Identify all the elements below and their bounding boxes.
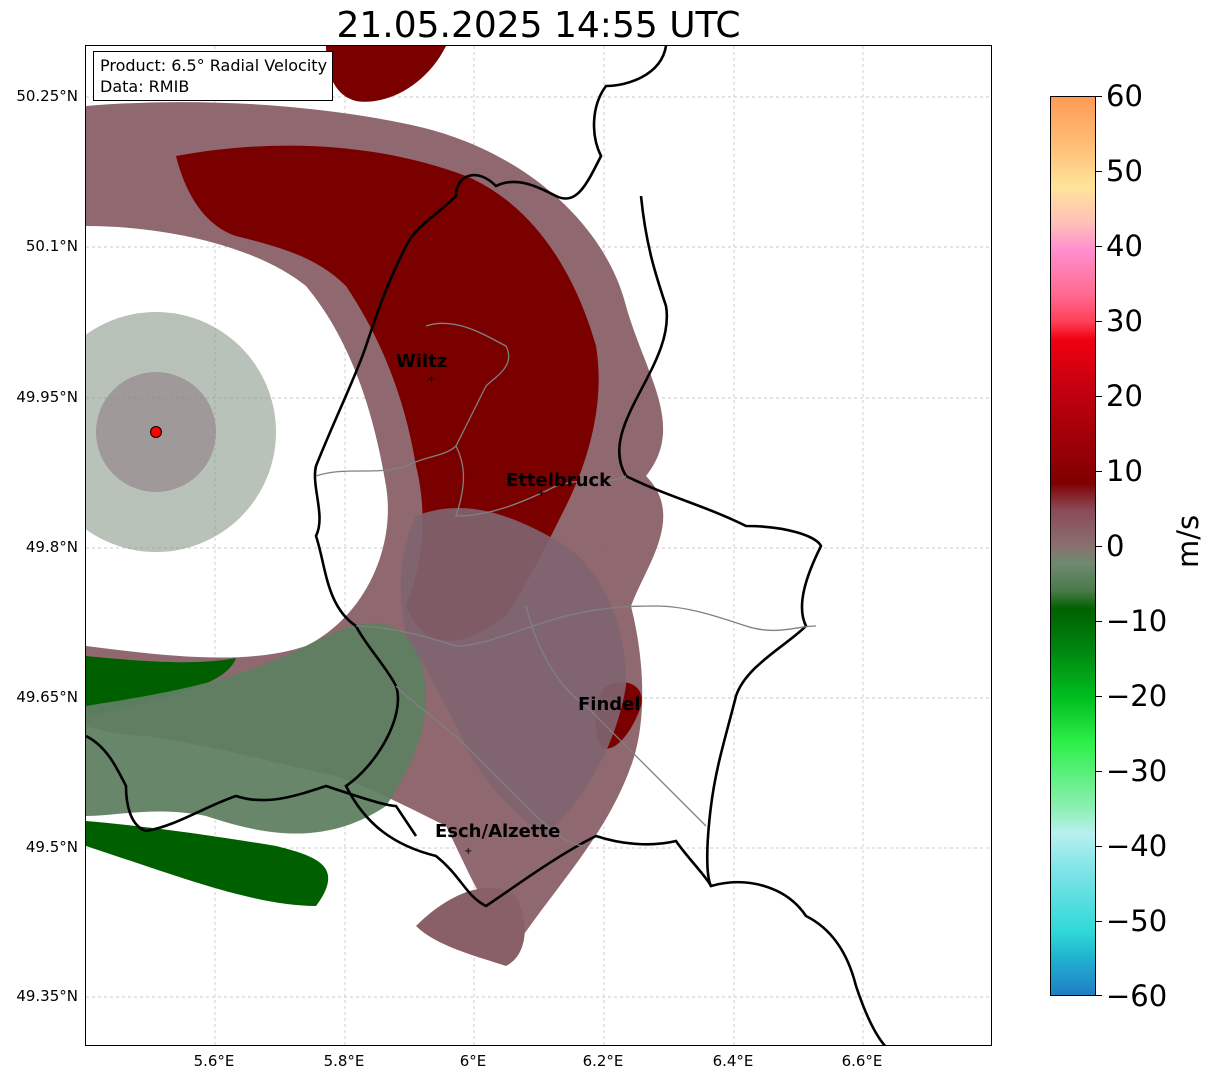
product-label: Product: 6.5° Radial Velocity: [100, 56, 328, 75]
lon-label: 6.2°E: [582, 1052, 624, 1070]
esch-marker: +: [464, 846, 472, 857]
lon-label: 5.6°E: [193, 1052, 235, 1070]
colorbar-tick-label: −40: [1106, 829, 1168, 863]
lon-label: 6°E: [459, 1052, 487, 1070]
colorbar-tick: [1096, 471, 1102, 472]
lat-label: 49.35°N: [16, 987, 78, 1005]
lat-label: 49.65°N: [16, 688, 78, 706]
map-title: 21.05.2025 14:55 UTC: [336, 5, 741, 46]
lon-label: 6.6°E: [841, 1052, 883, 1070]
ettelbruck-marker: +: [537, 488, 545, 499]
city-label-esch: Esch/Alzette: [435, 821, 561, 842]
echo-grey-green: [86, 622, 426, 834]
colorbar-tick-label: −60: [1106, 979, 1168, 1013]
city-label-wiltz: Wiltz: [396, 351, 448, 372]
lat-label: 50.1°N: [25, 237, 78, 255]
map-panel: + + +: [85, 45, 992, 1046]
echo-grey-esch: [416, 887, 525, 966]
canton-borders: [315, 322, 817, 847]
city-label-findel: Findel: [578, 694, 641, 715]
velocity-field: [86, 46, 664, 966]
colorbar-tick-label: 20: [1106, 379, 1143, 413]
colorbar-tick-label: −10: [1106, 604, 1168, 638]
data-source-label: Data: RMIB: [100, 77, 190, 96]
lat-label: 49.95°N: [16, 388, 78, 406]
colorbar-tick-label: −50: [1106, 904, 1168, 938]
lat-label: 49.5°N: [25, 838, 78, 856]
radar-site-marker: [150, 426, 162, 438]
colorbar-tick: [1096, 321, 1102, 322]
city-label-ettelbruck: Ettelbruck: [506, 470, 612, 491]
colorbar-tick-label: 60: [1106, 79, 1143, 113]
lon-label: 6.4°E: [712, 1052, 754, 1070]
velocity-colorbar: [1050, 96, 1096, 996]
colorbar-tick: [1096, 96, 1102, 97]
lat-label: 50.25°N: [16, 87, 78, 105]
radar-map: + + +: [86, 46, 991, 1045]
colorbar-unit-label: m/s: [1171, 514, 1205, 568]
colorbar-tick: [1096, 995, 1102, 996]
colorbar-tick: [1096, 396, 1102, 397]
colorbar-tick: [1096, 921, 1102, 922]
echo-dark-red-top: [326, 46, 446, 102]
lat-label: 49.8°N: [25, 538, 78, 556]
colorbar-tick-label: 10: [1106, 454, 1143, 488]
echo-grey-center: [400, 507, 626, 836]
colorbar-tick: [1096, 696, 1102, 697]
colorbar-tick: [1096, 621, 1102, 622]
colorbar-tick-label: −30: [1106, 754, 1168, 788]
colorbar-tick-label: 30: [1106, 304, 1143, 338]
wiltz-marker: +: [427, 374, 435, 385]
colorbar-tick-label: 50: [1106, 154, 1143, 188]
colorbar-tick-label: 0: [1106, 529, 1125, 563]
city-markers: + + +: [427, 374, 545, 857]
lon-label: 5.8°E: [323, 1052, 365, 1070]
country-borders: [86, 46, 887, 1045]
colorbar-tick: [1096, 846, 1102, 847]
colorbar-tick: [1096, 546, 1102, 547]
colorbar-tick-label: 40: [1106, 229, 1143, 263]
colorbar-tick: [1096, 171, 1102, 172]
echo-green-band: [86, 821, 329, 906]
product-info-box: Product: 6.5° Radial Velocity Data: RMIB: [93, 51, 334, 101]
colorbar-tick-label: −20: [1106, 679, 1168, 713]
colorbar-tick: [1096, 771, 1102, 772]
colorbar-tick: [1096, 246, 1102, 247]
